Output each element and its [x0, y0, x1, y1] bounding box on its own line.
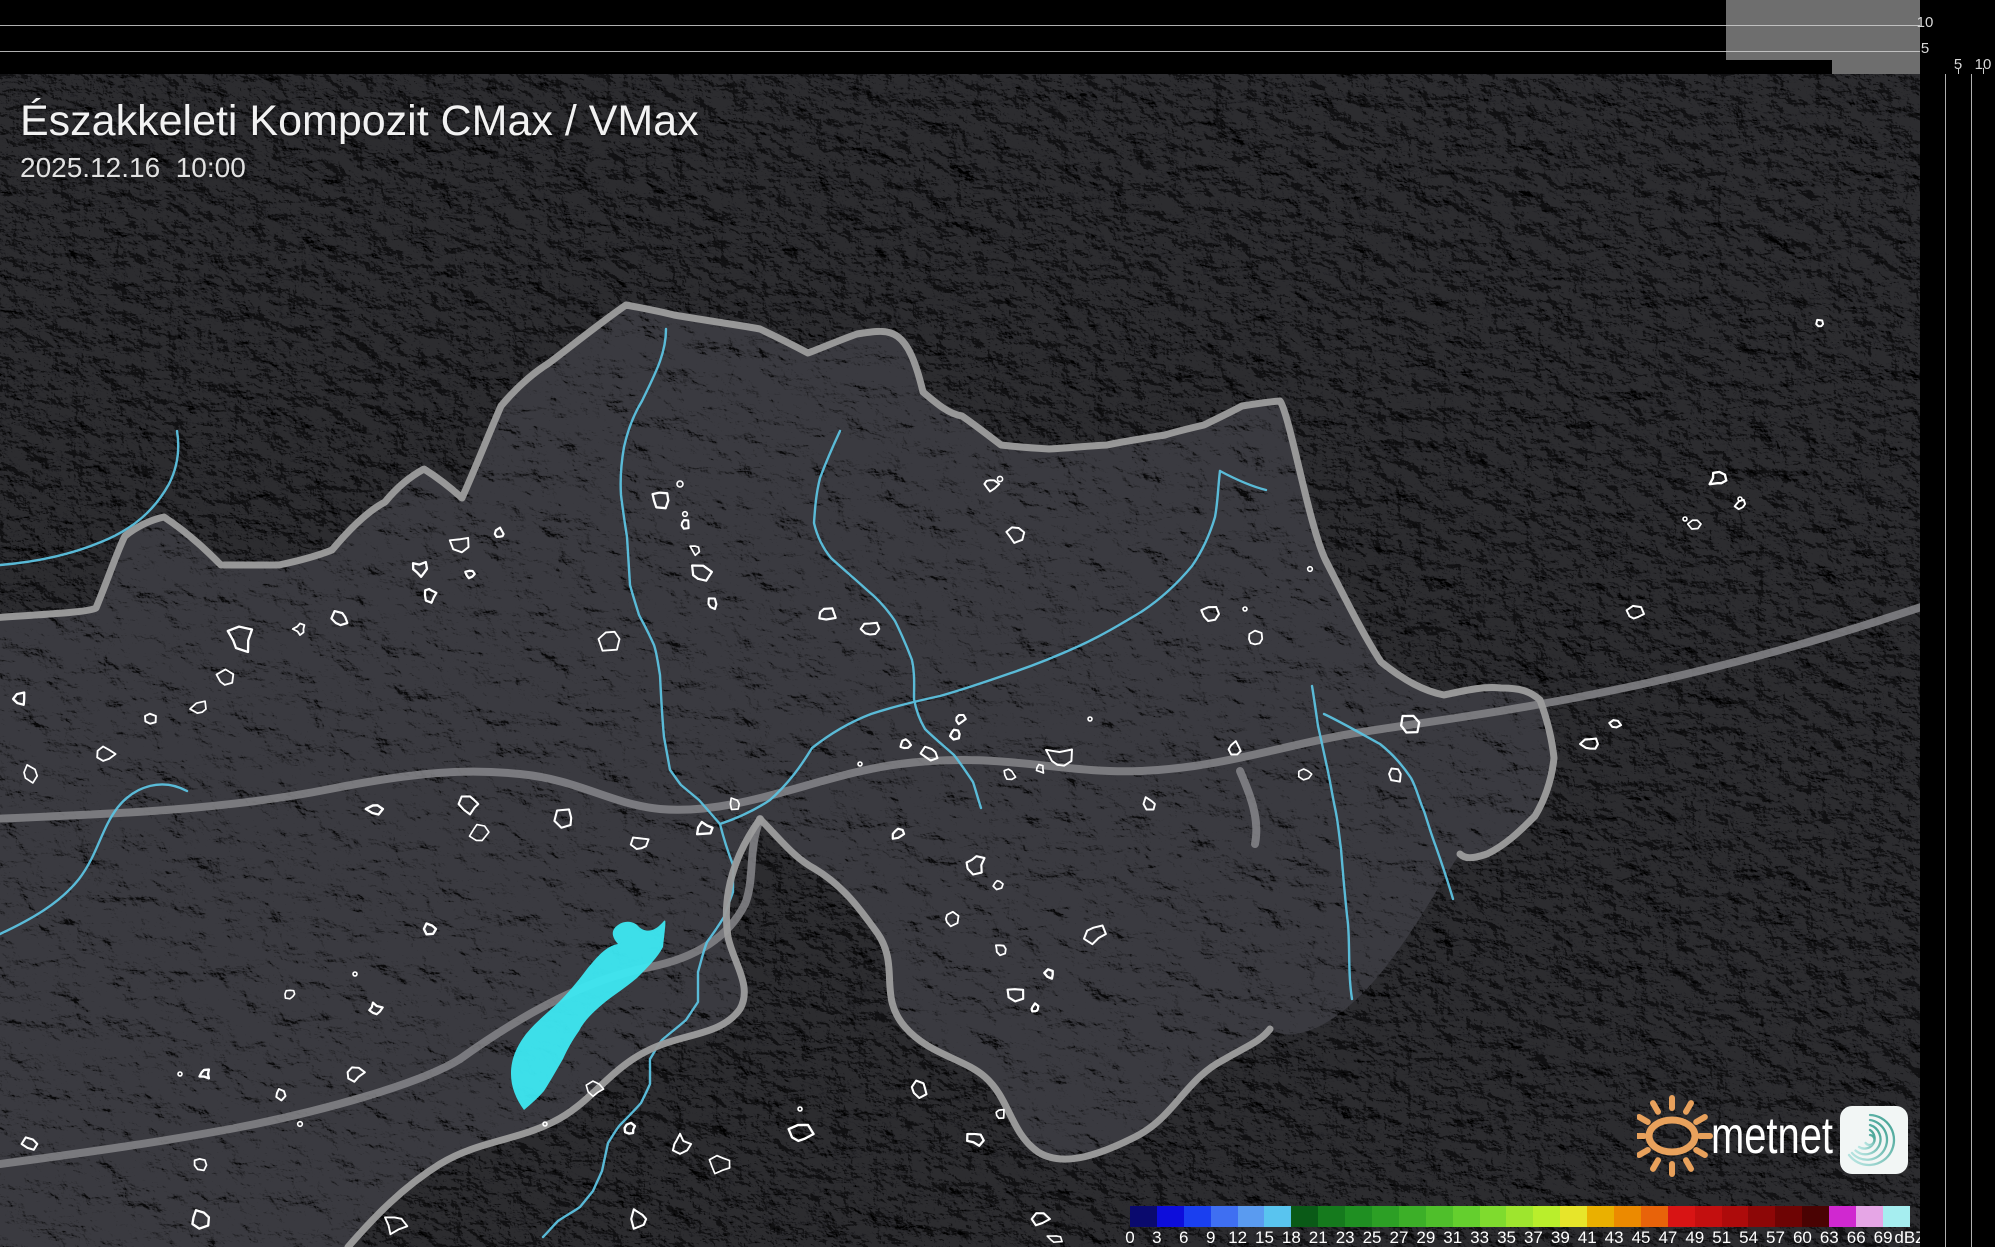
svg-text:metnet: metnet — [1711, 1107, 1833, 1165]
